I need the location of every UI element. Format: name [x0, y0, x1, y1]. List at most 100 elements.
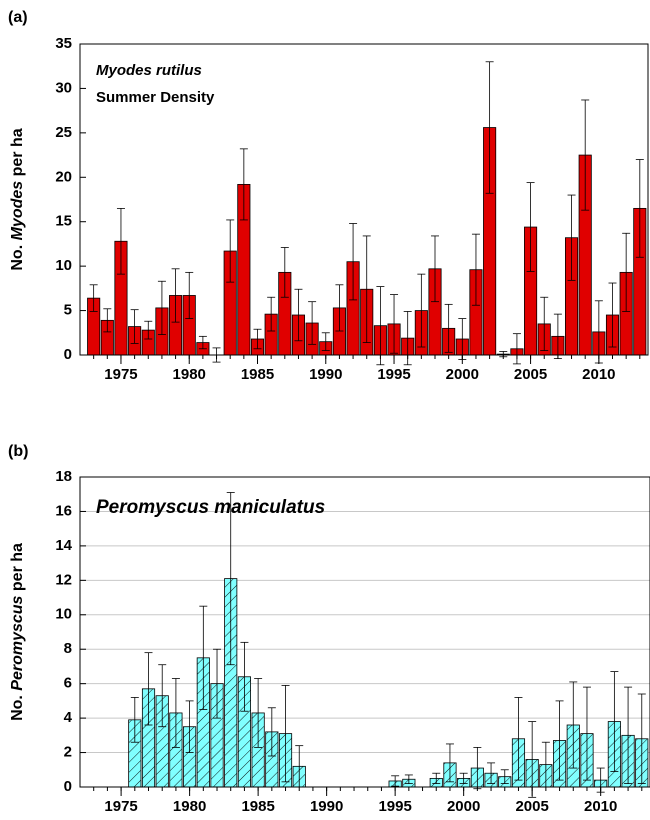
y-axis-label-part: Peromyscus [9, 595, 26, 690]
error-bar [471, 233, 480, 306]
y-tick-label: 6 [64, 675, 72, 692]
error-bar [390, 294, 399, 354]
error-bar [130, 309, 139, 344]
panel-label: (b) [8, 443, 28, 460]
x-tick-label: 1985 [241, 366, 274, 383]
error-bar [185, 271, 194, 319]
error-bar [294, 288, 303, 342]
error-bar [130, 697, 139, 743]
error-bar [459, 772, 468, 784]
error-bar [254, 678, 263, 748]
error-bar [267, 296, 276, 332]
error-bar [376, 286, 385, 366]
x-tick-label: 2000 [446, 366, 479, 383]
error-bar [540, 296, 549, 351]
x-tick-label: 1995 [377, 366, 410, 383]
x-tick-label: 2010 [582, 366, 615, 383]
error-bar [335, 284, 344, 332]
y-axis-label: No. Myodes per ha [9, 128, 26, 270]
error-bar [116, 207, 125, 275]
y-tick-label: 0 [64, 778, 72, 795]
y-axis-label: No. Peromyscus per ha [9, 543, 26, 721]
error-bar [610, 671, 619, 772]
y-tick-label: 10 [55, 257, 72, 274]
plot-frame [79, 43, 649, 356]
x-tick-label: 2005 [515, 798, 548, 815]
y-axis-label-part: No. [9, 691, 26, 721]
error-bar [239, 148, 248, 221]
y-tick-label: 14 [55, 537, 72, 554]
error-bar [103, 308, 112, 333]
error-bar [444, 303, 453, 353]
y-tick-label: 12 [55, 571, 72, 588]
error-bar [500, 769, 509, 784]
y-tick-label: 2 [64, 744, 72, 761]
error-bar [582, 686, 591, 781]
error-bar [514, 697, 523, 781]
panel-label: (a) [8, 9, 28, 26]
x-tick-label: 2000 [447, 798, 480, 815]
error-bar [185, 700, 194, 753]
error-bar [171, 678, 180, 748]
error-bar [567, 194, 576, 281]
error-bar [569, 681, 578, 769]
error-bar [431, 235, 439, 303]
y-axis-label-part: Myodes [9, 181, 26, 241]
y-tick-label: 18 [55, 468, 72, 485]
y-tick-label: 16 [55, 502, 72, 519]
x-tick-label: 1995 [378, 798, 411, 815]
error-bar [199, 605, 208, 710]
error-bar [157, 280, 166, 335]
error-bar [635, 159, 644, 258]
error-bar [555, 700, 564, 781]
error-bar [321, 332, 330, 351]
error-bar [240, 641, 249, 712]
y-axis-label-part: No. [9, 240, 26, 270]
error-bar [608, 282, 617, 348]
y-tick-label: 30 [55, 79, 72, 96]
error-bar [144, 320, 153, 340]
y-tick-label: 35 [55, 35, 72, 52]
y-tick-label: 8 [64, 640, 72, 657]
error-bar [158, 664, 167, 728]
error-bar [349, 223, 358, 301]
error-bar [581, 99, 590, 211]
annotation: Summer Density [96, 89, 215, 106]
y-tick-label: 5 [64, 302, 72, 319]
error-bar [637, 693, 646, 784]
error-bar [281, 684, 290, 783]
x-tick-label: 1980 [173, 366, 206, 383]
x-tick-label: 1975 [104, 798, 137, 815]
error-bar [213, 648, 222, 719]
x-tick-label: 1980 [173, 798, 206, 815]
error-bar [622, 232, 631, 312]
x-tick-label: 1975 [104, 366, 137, 383]
error-bar [144, 652, 153, 726]
y-axis-label-part: per ha [9, 128, 26, 181]
error-bar [445, 743, 454, 783]
y-tick-label: 4 [64, 709, 73, 726]
error-bar [253, 328, 262, 350]
error-bar [404, 774, 413, 784]
error-bar [391, 775, 400, 787]
y-tick-label: 10 [55, 606, 72, 623]
error-bar [226, 219, 235, 283]
x-tick-label: 1990 [310, 798, 343, 815]
error-bar [267, 707, 276, 757]
error-bar [308, 301, 317, 345]
annotation: Myodes rutilus [96, 62, 202, 79]
error-bar [280, 247, 289, 298]
error-bar [171, 268, 180, 323]
annotation: Peromyscus maniculatus [96, 497, 325, 518]
error-bar [624, 686, 633, 784]
error-bar [485, 61, 494, 194]
y-tick-label: 20 [55, 168, 72, 185]
error-bar [487, 762, 496, 784]
x-tick-label: 2005 [514, 366, 547, 383]
error-bar [417, 273, 426, 348]
error-bar [526, 182, 535, 272]
error-bar [89, 284, 98, 312]
error-bar [198, 335, 207, 350]
error-bar [226, 492, 235, 666]
y-tick-label: 0 [64, 346, 72, 363]
